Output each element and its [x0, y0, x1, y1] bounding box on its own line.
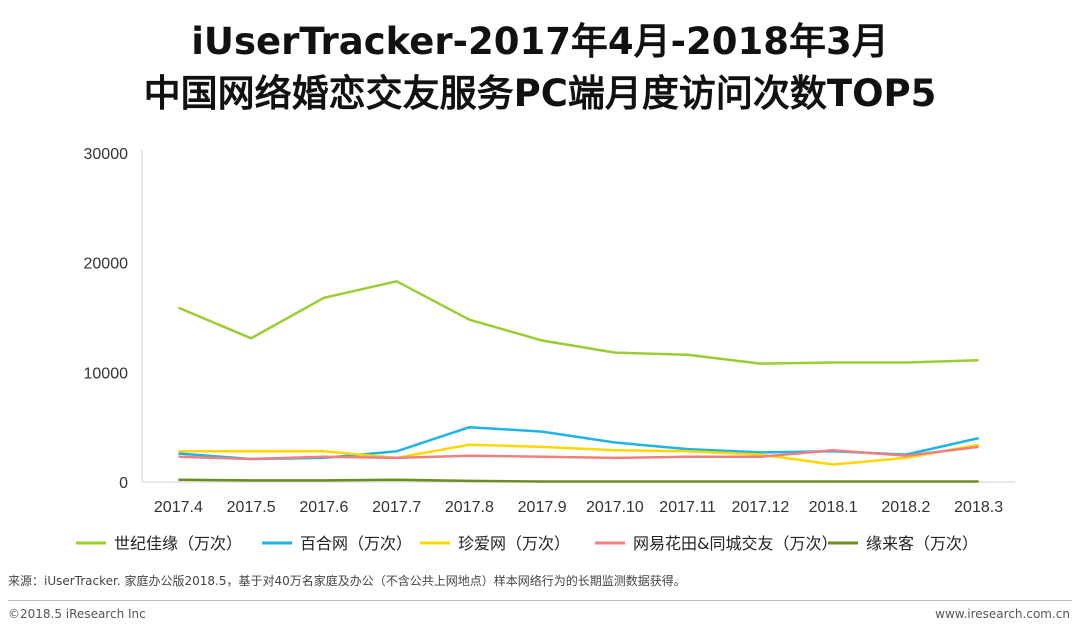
legend-label: 珍爱网（万次） [458, 534, 570, 553]
x-tick-label: 2018.1 [809, 499, 858, 516]
legend-label: 世纪佳缘（万次） [114, 534, 242, 553]
series-line-1 [177, 280, 979, 365]
series-line-5 [178, 478, 979, 483]
y-tick-label: 30000 [84, 146, 129, 163]
source-note: 来源：iUserTracker. 家庭办公版2018.5，基于对40万名家庭及办… [8, 574, 686, 588]
y-tick-label: 0 [119, 475, 128, 492]
series-line-4 [178, 445, 979, 461]
series-line-2 [178, 425, 979, 461]
footer-divider [8, 600, 1072, 601]
x-tick-label: 2017.9 [518, 499, 567, 516]
legend-label: 网易花田&同城交友（万次） [633, 534, 837, 553]
series-line-3 [178, 443, 979, 466]
series-lines [177, 280, 979, 483]
legend-label: 缘来客（万次） [866, 534, 978, 553]
x-tick-label: 2017.5 [227, 499, 276, 516]
x-tick-label: 2017.11 [659, 499, 716, 516]
chart-title-line2: 中国网络婚恋交友服务PC端月度访问次数TOP5 [143, 72, 937, 115]
legend: 世纪佳缘（万次） 百合网（万次） 珍爱网（万次） 网易花田&同城交友（万次） 缘来客（万… [76, 534, 978, 553]
legend-label: 百合网（万次） [300, 534, 412, 553]
x-tick-label: 2017.12 [731, 499, 789, 516]
copyright-text: ©2018.5 iResearch Inc [8, 607, 146, 621]
y-axis-labels: 0 10000 20000 30000 [84, 146, 129, 492]
chart-title-line1: iUserTracker-2017年4月-2018年3月 [191, 20, 889, 63]
x-axis-labels: 2017.4 2017.5 2017.6 2017.7 2017.8 2017.9 2017… [154, 499, 1003, 516]
x-tick-label: 2017.4 [154, 499, 203, 516]
x-tick-label: 2018.2 [881, 499, 930, 516]
x-tick-label: 2018.3 [954, 499, 1003, 516]
website-url: www.iresearch.com.cn [935, 607, 1070, 621]
x-tick-label: 2017.6 [299, 499, 348, 516]
y-tick-label: 10000 [84, 365, 129, 382]
axes [141, 150, 1015, 483]
x-tick-label: 2017.8 [445, 499, 494, 516]
x-tick-label: 2017.7 [372, 499, 421, 516]
x-tick-label: 2017.10 [586, 499, 644, 516]
y-tick-label: 20000 [84, 256, 129, 273]
